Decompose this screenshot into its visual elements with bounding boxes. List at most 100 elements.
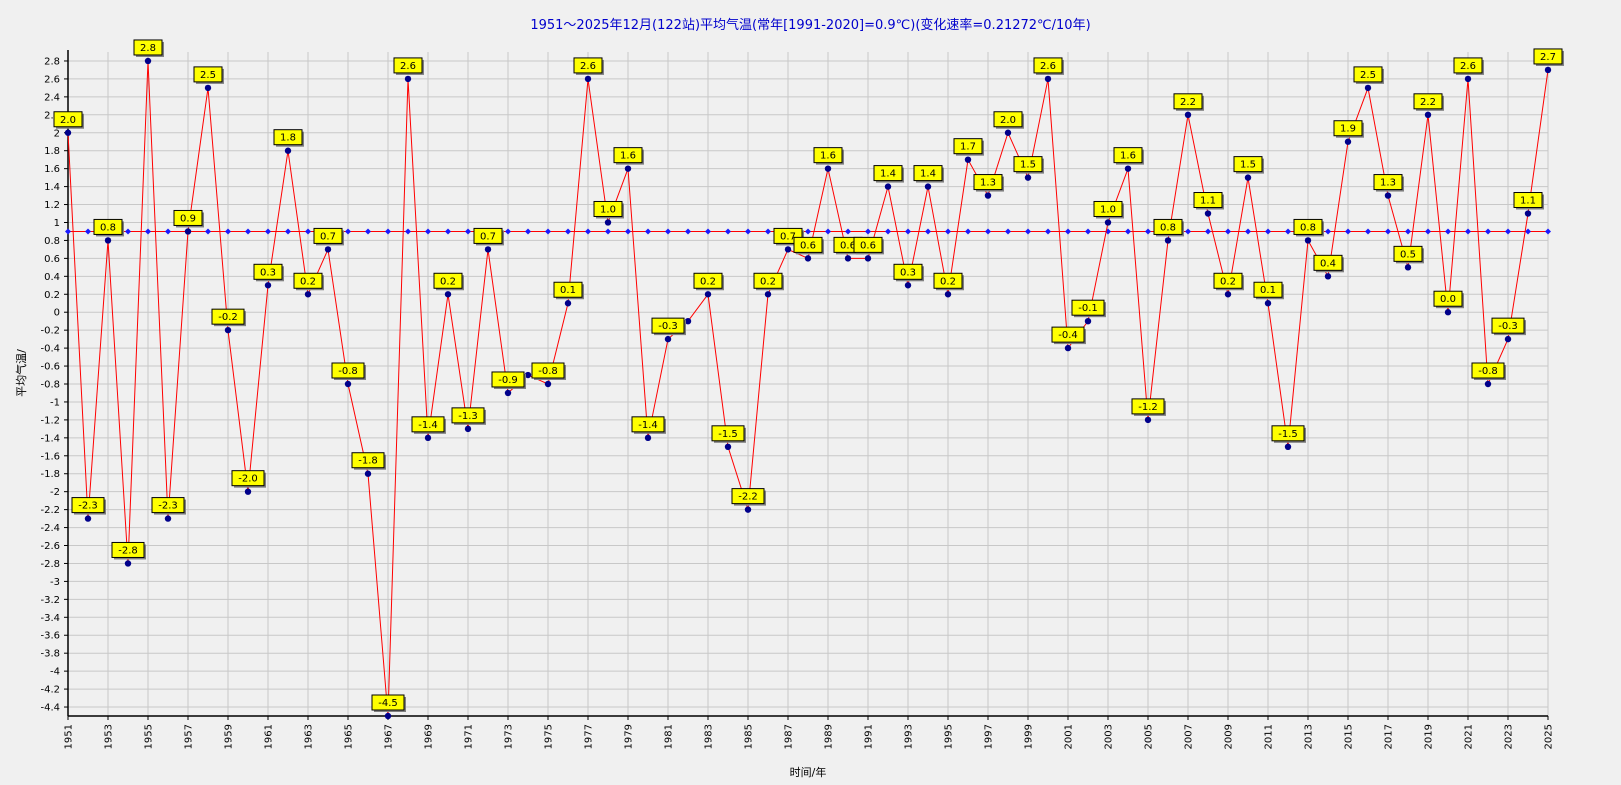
data-point [324,246,332,253]
data-label-box [331,362,365,379]
data-label-box [293,272,323,289]
normal-marker [805,228,811,235]
data-point [1204,210,1212,217]
data-label-text: 2.5 [200,70,216,81]
data-point [184,228,192,235]
normal-marker [1345,228,1351,235]
y-tick-label: -1.8 [40,469,60,480]
data-label-box [1013,156,1043,173]
data-label: 1.6 [1113,147,1144,165]
data-point [144,57,152,65]
normal-marker [1505,228,1511,235]
data-point [904,282,912,289]
data-label: -0.3 [651,317,686,336]
data-label: 0.1 [553,281,584,300]
data-label-text: 2.8 [140,43,156,54]
data-point [1124,165,1132,172]
x-tick-label: 1979 [624,724,635,749]
y-tick-label: 0 [54,308,60,319]
normal-marker [1365,228,1371,235]
data-point [764,291,772,298]
data-label: 1.4 [873,165,904,183]
normal-marker [1425,228,1431,235]
normal-marker [565,228,571,235]
data-label: -0.3 [1491,317,1526,336]
y-tick-label: 1 [54,218,60,229]
normal-marker [1385,228,1391,235]
data-label-box [1453,57,1483,74]
data-point [984,192,992,199]
normal-marker [1465,228,1471,235]
y-tick-label: -4 [50,667,60,678]
data-label-text: -2.0 [238,474,258,485]
data-point [1264,300,1272,307]
data-label: 0.2 [933,272,964,291]
x-tick-label: 1983 [704,724,715,749]
data-point [804,255,812,262]
data-label: 2.0 [53,111,84,129]
data-point [1524,210,1532,217]
data-label-layer: 2.0 -2.3 0.8 -2.8 2.8 -2.3 0.9 2.5 -0.2 -2.0 0.3 1.… [53,39,1564,712]
normal-marker [1525,228,1531,235]
data-point [244,488,252,495]
data-label-box [93,218,123,235]
normal-marker [745,228,751,235]
data-label: 0.3 [253,263,284,282]
normal-marker [825,228,831,235]
data-label-box [613,147,643,164]
data-label-text: 1.3 [1380,178,1396,189]
data-label-box [813,147,843,164]
data-point [224,326,232,334]
data-label-box [1033,57,1063,74]
x-tick-label: 1951 [64,724,75,749]
normal-marker [625,228,631,235]
normal-marker [545,228,551,235]
y-tick-label: 1.6 [44,164,60,175]
data-label-text: 0.3 [900,267,916,278]
data-label: 2.0 [993,111,1024,129]
data-label-box [1313,254,1343,271]
y-tick-label: -3.8 [40,649,60,660]
data-label-text: 0.8 [1160,222,1176,233]
data-label-text: 0.2 [300,276,316,287]
data-point [1184,111,1192,119]
data-point [444,291,452,298]
data-point [1244,174,1252,181]
data-point [844,255,852,262]
normal-marker [85,228,91,235]
normal-marker [605,228,611,235]
data-point [1104,219,1112,226]
data-point [1384,192,1392,199]
x-tick-label: 2021 [1464,724,1475,749]
data-label: 1.9 [1333,120,1364,138]
data-label-text: 2.6 [400,61,416,72]
data-point [84,515,92,522]
data-label: -1.3 [451,407,486,425]
data-label: 0.8 [1293,218,1324,237]
data-point [1004,129,1012,136]
y-tick-label: -0.6 [40,362,60,373]
data-point [204,84,212,92]
data-label-text: -0.4 [1058,330,1078,341]
y-tick-label: 0.8 [44,236,60,247]
normal-marker [265,228,271,235]
data-label-box [693,272,723,289]
data-point [1344,138,1352,145]
data-label-text: 0.1 [1260,285,1276,296]
data-point [604,219,612,226]
data-label-box [193,66,223,83]
x-tick-label: 2015 [1344,724,1355,749]
normal-marker [465,228,471,235]
data-label: 0.7 [313,227,344,246]
data-label: 1.1 [1193,192,1224,210]
data-label: 1.6 [813,147,844,165]
data-label-text: 2.7 [1540,52,1556,63]
data-point [104,237,112,244]
normal-marker [1025,228,1031,235]
data-label: 0.3 [893,263,924,282]
data-label: 0.6 [853,236,884,255]
x-tick-label: 1991 [864,724,875,749]
data-point [1164,237,1172,244]
